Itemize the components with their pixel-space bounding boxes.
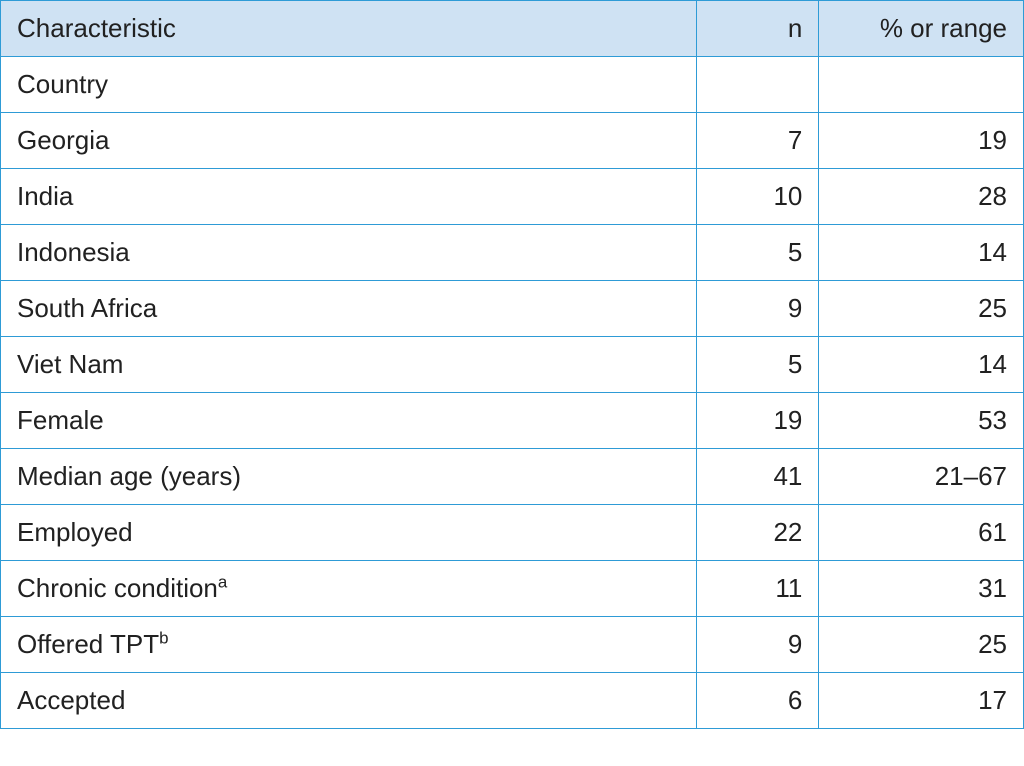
- cell-n: 41: [696, 449, 819, 505]
- cell-pct: 19: [819, 113, 1024, 169]
- footnote-marker: a: [218, 572, 227, 591]
- table-row: Median age (years)4121–67: [1, 449, 1024, 505]
- cell-pct: 53: [819, 393, 1024, 449]
- table-row: Georgia719: [1, 113, 1024, 169]
- cell-n: 7: [696, 113, 819, 169]
- header-characteristic: Characteristic: [1, 1, 697, 57]
- header-pct: % or range: [819, 1, 1024, 57]
- table-body: CountryGeorgia719India1028Indonesia514So…: [1, 57, 1024, 729]
- table-row: India1028: [1, 169, 1024, 225]
- cell-characteristic: Median age (years): [1, 449, 697, 505]
- cell-pct: 31: [819, 561, 1024, 617]
- cell-characteristic: India: [1, 169, 697, 225]
- cell-n: [696, 57, 819, 113]
- cell-pct: 61: [819, 505, 1024, 561]
- header-n: n: [696, 1, 819, 57]
- table-row: South Africa925: [1, 281, 1024, 337]
- cell-n: 9: [696, 617, 819, 673]
- table-row: Employed2261: [1, 505, 1024, 561]
- cell-n: 5: [696, 337, 819, 393]
- cell-n: 19: [696, 393, 819, 449]
- cell-n: 5: [696, 225, 819, 281]
- cell-pct: 14: [819, 225, 1024, 281]
- cell-n: 22: [696, 505, 819, 561]
- cell-characteristic: Viet Nam: [1, 337, 697, 393]
- cell-characteristic: Country: [1, 57, 697, 113]
- footnote-marker: b: [159, 628, 168, 647]
- cell-characteristic: South Africa: [1, 281, 697, 337]
- table-row: Country: [1, 57, 1024, 113]
- table-row: Accepted617: [1, 673, 1024, 729]
- cell-characteristic: Offered TPTb: [1, 617, 697, 673]
- characteristics-table-container: Characteristic n % or range CountryGeorg…: [0, 0, 1024, 729]
- cell-pct: 28: [819, 169, 1024, 225]
- cell-pct: [819, 57, 1024, 113]
- cell-characteristic: Accepted: [1, 673, 697, 729]
- characteristics-table: Characteristic n % or range CountryGeorg…: [0, 0, 1024, 729]
- cell-characteristic: Employed: [1, 505, 697, 561]
- table-header-row: Characteristic n % or range: [1, 1, 1024, 57]
- cell-pct: 14: [819, 337, 1024, 393]
- cell-characteristic: Indonesia: [1, 225, 697, 281]
- table-row: Offered TPTb925: [1, 617, 1024, 673]
- table-row: Indonesia514: [1, 225, 1024, 281]
- cell-pct: 17: [819, 673, 1024, 729]
- cell-n: 9: [696, 281, 819, 337]
- cell-pct: 25: [819, 617, 1024, 673]
- table-row: Female1953: [1, 393, 1024, 449]
- cell-pct: 21–67: [819, 449, 1024, 505]
- cell-characteristic: Chronic conditiona: [1, 561, 697, 617]
- table-row: Viet Nam514: [1, 337, 1024, 393]
- cell-n: 11: [696, 561, 819, 617]
- cell-characteristic: Georgia: [1, 113, 697, 169]
- cell-n: 6: [696, 673, 819, 729]
- cell-characteristic: Female: [1, 393, 697, 449]
- cell-pct: 25: [819, 281, 1024, 337]
- cell-n: 10: [696, 169, 819, 225]
- table-row: Chronic conditiona1131: [1, 561, 1024, 617]
